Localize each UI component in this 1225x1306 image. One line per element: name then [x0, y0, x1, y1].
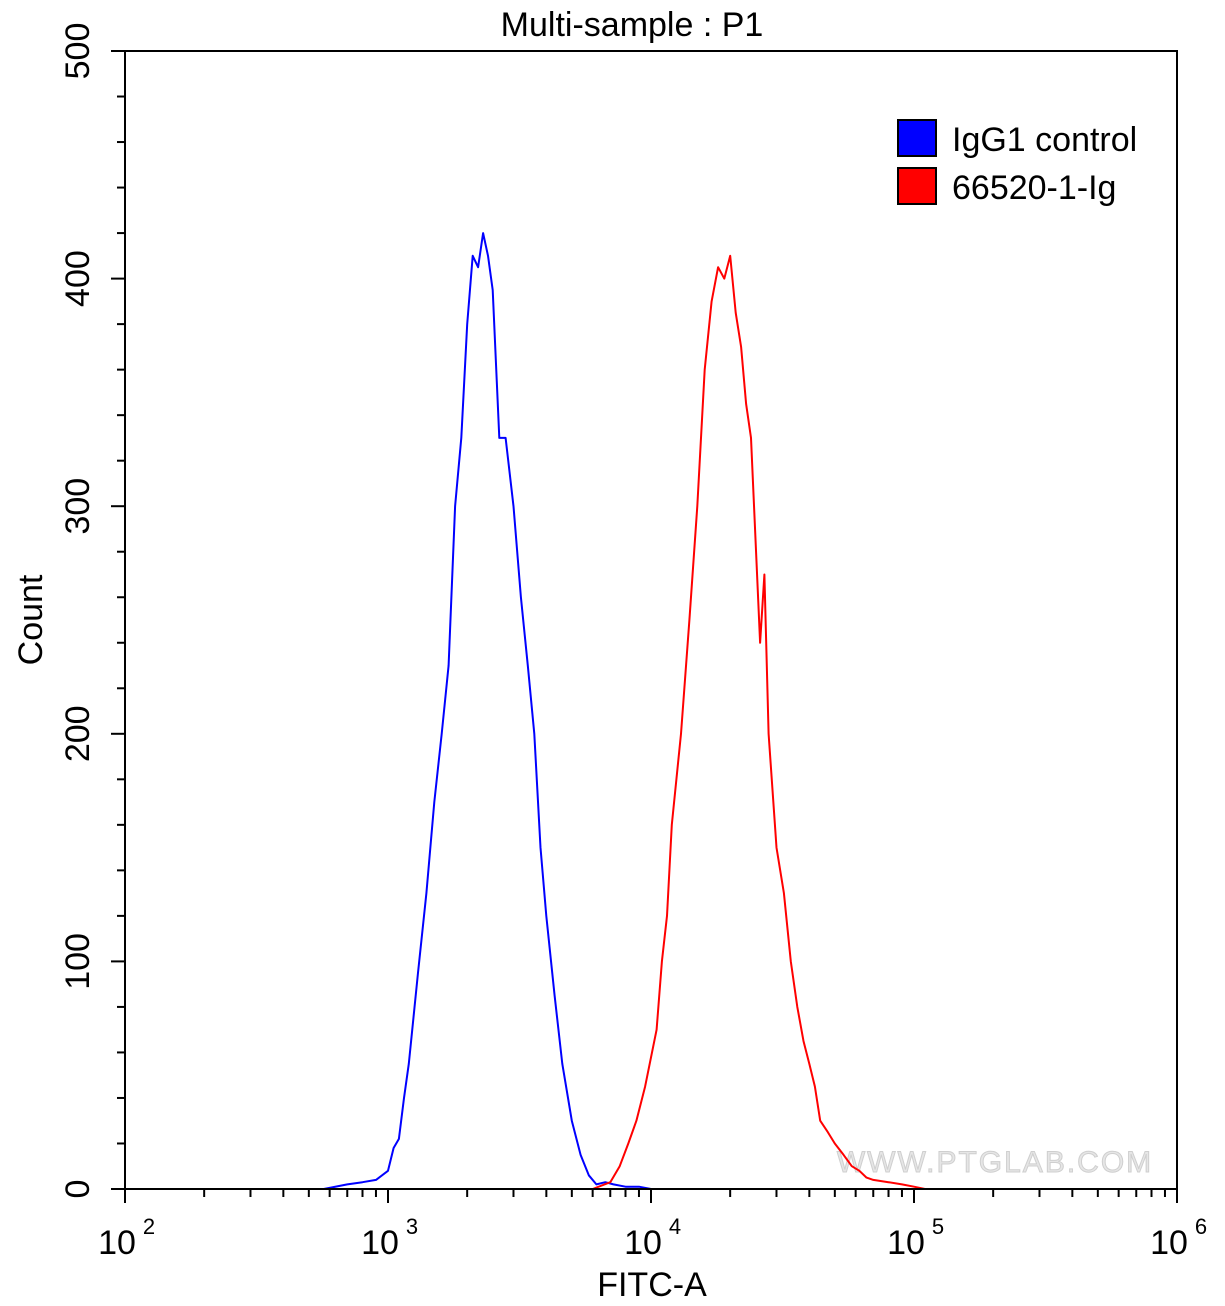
legend-swatch-0: [897, 119, 937, 157]
x-tick-exponent: 5: [932, 1214, 944, 1239]
series-line-1: [592, 254, 926, 1190]
x-tick-exponent: 2: [143, 1214, 155, 1239]
plot-frame: [124, 50, 1178, 1190]
y-axis-label: Count: [12, 574, 50, 665]
watermark-text: WWW.PTGLAB.COM: [837, 1146, 1153, 1179]
y-tick-label: 300: [59, 478, 97, 535]
y-axis: 0 100 200 300 400 500: [59, 23, 125, 1199]
x-tick-label: 10: [1150, 1224, 1188, 1262]
y-tick-label: 100: [59, 933, 97, 990]
legend-label-0: IgG1 control: [952, 121, 1137, 159]
y-tick-label: 400: [59, 250, 97, 307]
x-tick-exponent: 3: [406, 1214, 418, 1239]
y-tick-label: 0: [59, 1180, 97, 1199]
x-tick-label: 10: [887, 1224, 925, 1262]
y-tick-label: 200: [59, 705, 97, 762]
x-tick-label: 10: [98, 1224, 136, 1262]
x-tick-label: 10: [624, 1224, 662, 1262]
x-axis-label: FITC-A: [597, 1266, 707, 1304]
legend-label-1: 66520-1-Ig: [952, 169, 1116, 207]
y-tick-label: 500: [59, 23, 97, 80]
x-tick-label: 10: [361, 1224, 399, 1262]
legend: IgG1 control 66520-1-Ig: [897, 119, 1137, 207]
x-tick-exponent: 6: [1195, 1214, 1207, 1239]
x-tick-exponent: 4: [669, 1214, 681, 1239]
legend-swatch-1: [897, 167, 937, 205]
x-axis: 10 2 10 3 10 4 10 5 10 6: [98, 1189, 1207, 1262]
series-layer: [323, 232, 926, 1190]
series-line-0: [323, 232, 662, 1190]
chart-title: Multi-sample : P1: [501, 6, 764, 44]
